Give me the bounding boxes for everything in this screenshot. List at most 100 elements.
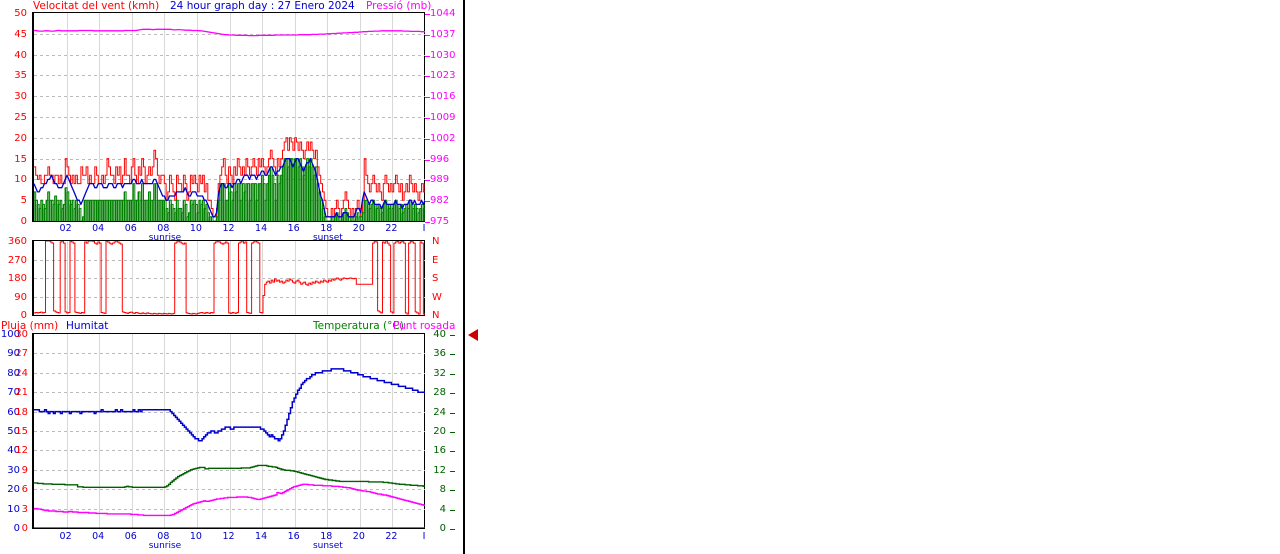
- tick-mark: [450, 354, 455, 356]
- wind-tick-25: 25: [14, 112, 27, 123]
- tick-mark: [450, 509, 455, 511]
- x-tick-08: 08: [157, 531, 170, 542]
- tick-mark: [450, 335, 455, 336]
- x-tick-04: 04: [92, 223, 105, 234]
- tick-mark: [425, 55, 430, 57]
- rain-tick-0: 0: [21, 523, 28, 534]
- compass-label-N-4: N: [432, 236, 440, 247]
- wind-plot-area: [32, 12, 425, 222]
- tick-mark: [450, 470, 455, 472]
- rain-tick-21: 21: [15, 387, 28, 399]
- x-tick-14: 14: [255, 531, 268, 542]
- tick-mark: [450, 490, 455, 492]
- tick-mark: [425, 222, 430, 223]
- dir-tick-360: 360: [7, 236, 27, 247]
- pressure-axis-title: Pressió (mb): [366, 0, 432, 12]
- rain-tick-9: 9: [21, 464, 28, 476]
- temp-tick-8: 8: [439, 484, 446, 496]
- pressure-tick-1030: 1030: [430, 49, 456, 61]
- temp-tick-36: 36: [433, 348, 446, 360]
- humidity-tick-10: 10: [7, 503, 20, 515]
- temp-tick-40: 40: [433, 329, 446, 340]
- x-tick-I: I: [422, 223, 426, 234]
- x-tick-18: 18: [320, 531, 333, 542]
- x-tick-06: 06: [124, 531, 137, 542]
- pressure-tick-1044: 1044: [430, 8, 456, 19]
- temperature-axis-title: Temperatura (°C): [313, 320, 404, 332]
- compass-label-N-0: N: [432, 310, 440, 321]
- rain-tick-27: 27: [15, 348, 28, 360]
- wind-tick-20: 20: [14, 132, 27, 144]
- x-tick-04: 04: [92, 531, 105, 542]
- wind-tick-50: 50: [14, 8, 27, 19]
- pressure-tick-996: 996: [430, 153, 450, 165]
- humidity-tick-90: 90: [7, 348, 20, 360]
- temp-tick-0: 0: [439, 523, 446, 534]
- x-tick-08: 08: [157, 223, 170, 234]
- wind-tick-5: 5: [20, 195, 27, 207]
- dir-tick-270: 270: [7, 254, 27, 266]
- x-tick-10: 10: [189, 223, 202, 234]
- x-tick-20: 20: [352, 531, 365, 542]
- rain-axis-title: Pluja (mm): [1, 320, 59, 332]
- x-tick-18: 18: [320, 223, 333, 234]
- temp-tick-12: 12: [433, 464, 446, 476]
- tick-mark: [425, 201, 430, 203]
- x-tick-14: 14: [255, 223, 268, 234]
- rain-tick-24: 24: [15, 367, 28, 379]
- temp-tick-28: 28: [433, 387, 446, 399]
- rain-tick-18: 18: [15, 406, 28, 418]
- tick-mark: [425, 159, 430, 161]
- tick-mark: [450, 529, 455, 530]
- wind-plot-svg: [34, 13, 425, 221]
- temp-tick-4: 4: [439, 503, 446, 515]
- temp-tick-16: 16: [433, 445, 446, 457]
- x-tick-02: 02: [59, 223, 72, 234]
- compass-label-W-1: W: [432, 291, 442, 303]
- rain-tick-12: 12: [15, 445, 28, 457]
- x-tick-22: 22: [385, 223, 398, 234]
- tick-mark: [425, 34, 430, 36]
- rain-tick-30: 30: [15, 329, 28, 340]
- pressure-tick-989: 989: [430, 174, 450, 186]
- sunrise-label: sunrise: [148, 541, 182, 551]
- x-tick-16: 16: [287, 223, 300, 234]
- temperature-plot-svg: [34, 334, 425, 528]
- x-tick-I: I: [422, 531, 426, 542]
- temperature-marker: [468, 329, 478, 341]
- tick-mark: [425, 138, 430, 140]
- compass-label-E-3: E: [432, 254, 439, 266]
- tick-mark: [425, 76, 430, 78]
- humidity-tick-20: 20: [7, 484, 20, 496]
- x-tick-10: 10: [189, 531, 202, 542]
- wind-tick-30: 30: [14, 91, 27, 103]
- tick-mark: [425, 180, 430, 182]
- pressure-tick-982: 982: [430, 195, 450, 207]
- x-tick-16: 16: [287, 531, 300, 542]
- pressure-tick-975: 975: [430, 216, 450, 227]
- x-tick-20: 20: [352, 223, 365, 234]
- wind-direction-plot-area: [32, 240, 425, 316]
- pressure-tick-1002: 1002: [430, 132, 456, 144]
- pressure-tick-1023: 1023: [430, 70, 456, 82]
- humidity-tick-0: 0: [13, 523, 20, 534]
- dir-tick-90: 90: [14, 291, 27, 303]
- sunrise-label: sunrise: [148, 233, 182, 243]
- tick-mark: [425, 14, 430, 15]
- temp-tick-24: 24: [433, 406, 446, 418]
- compass-label-S-2: S: [432, 273, 439, 284]
- humidity-tick-100: 100: [0, 329, 20, 340]
- wind-tick-40: 40: [14, 49, 27, 61]
- tick-mark: [450, 432, 455, 433]
- wind-direction-plot-svg: [34, 241, 425, 315]
- humidity-tick-50: 50: [7, 426, 20, 437]
- x-tick-12: 12: [222, 223, 235, 234]
- sunset-label: sunset: [312, 541, 343, 551]
- temp-tick-20: 20: [433, 426, 446, 437]
- tick-mark: [450, 451, 455, 453]
- wind-chart: 0 5 10 15 20 25 30 35 40 45 50 975 982 989 996 1002 100…: [0, 8, 465, 227]
- x-tick-22: 22: [385, 531, 398, 542]
- temperature-plot-area: [32, 333, 425, 529]
- tick-mark: [450, 412, 455, 414]
- rain-tick-15: 15: [15, 426, 28, 437]
